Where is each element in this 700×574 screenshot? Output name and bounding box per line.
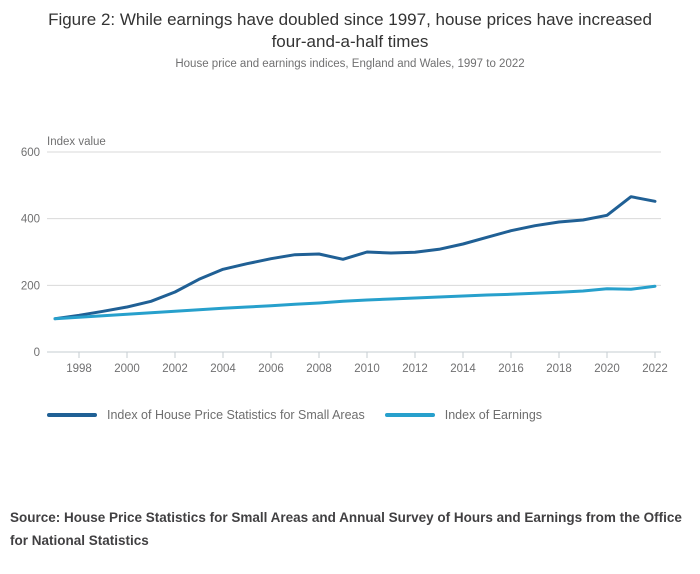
x-tick-label: 2006 [258, 363, 284, 375]
earnings-line [53, 284, 657, 321]
house-prices-line-swatch [47, 413, 97, 417]
x-tick-label: 2020 [594, 363, 620, 375]
legend-item-earnings: Index of Earnings [384, 408, 543, 422]
earnings-line-swatch [384, 413, 435, 417]
x-tick-label: 1998 [66, 363, 92, 375]
y-axis-label: Index value [47, 136, 106, 148]
x-tick-label: 2012 [402, 363, 428, 375]
y-tick-label: 600 [21, 147, 40, 159]
legend-label-earnings: Index of Earnings [444, 408, 543, 422]
chart-title: Figure 2: While earnings have doubled si… [48, 10, 652, 51]
chart-legend: Index of House Price Statistics for Smal… [47, 408, 687, 422]
y-tick-label: 0 [34, 347, 40, 359]
legend-item-house-prices: Index of House Price Statistics for Smal… [47, 408, 365, 422]
x-tick-label: 2004 [210, 363, 236, 375]
x-tick-label: 2016 [498, 363, 524, 375]
source-note: Source: House Price Statistics for Small… [10, 510, 682, 548]
house-prices-line [53, 195, 657, 321]
x-tick-label: 2014 [450, 363, 476, 375]
y-tick-label: 400 [21, 214, 40, 226]
legend-label-house-prices: Index of House Price Statistics for Smal… [107, 408, 365, 422]
x-tick-label: 2002 [162, 363, 188, 375]
chart-subtitle: House price and earnings indices, Englan… [175, 58, 525, 70]
y-tick-label: 200 [21, 280, 40, 292]
x-tick-label: 2000 [114, 363, 140, 375]
x-tick-label: 2018 [546, 363, 572, 375]
x-tick-label: 2008 [306, 363, 332, 375]
chart-canvas: 0 200 400 600 Index value 1998 2000 2002 2004 200… [21, 136, 668, 375]
x-tick-label: 2022 [642, 363, 668, 375]
line-chart: 0 200 400 600 Index value 1998 2000 2002 2004 200… [0, 130, 700, 385]
x-tick-label: 2010 [354, 363, 380, 375]
